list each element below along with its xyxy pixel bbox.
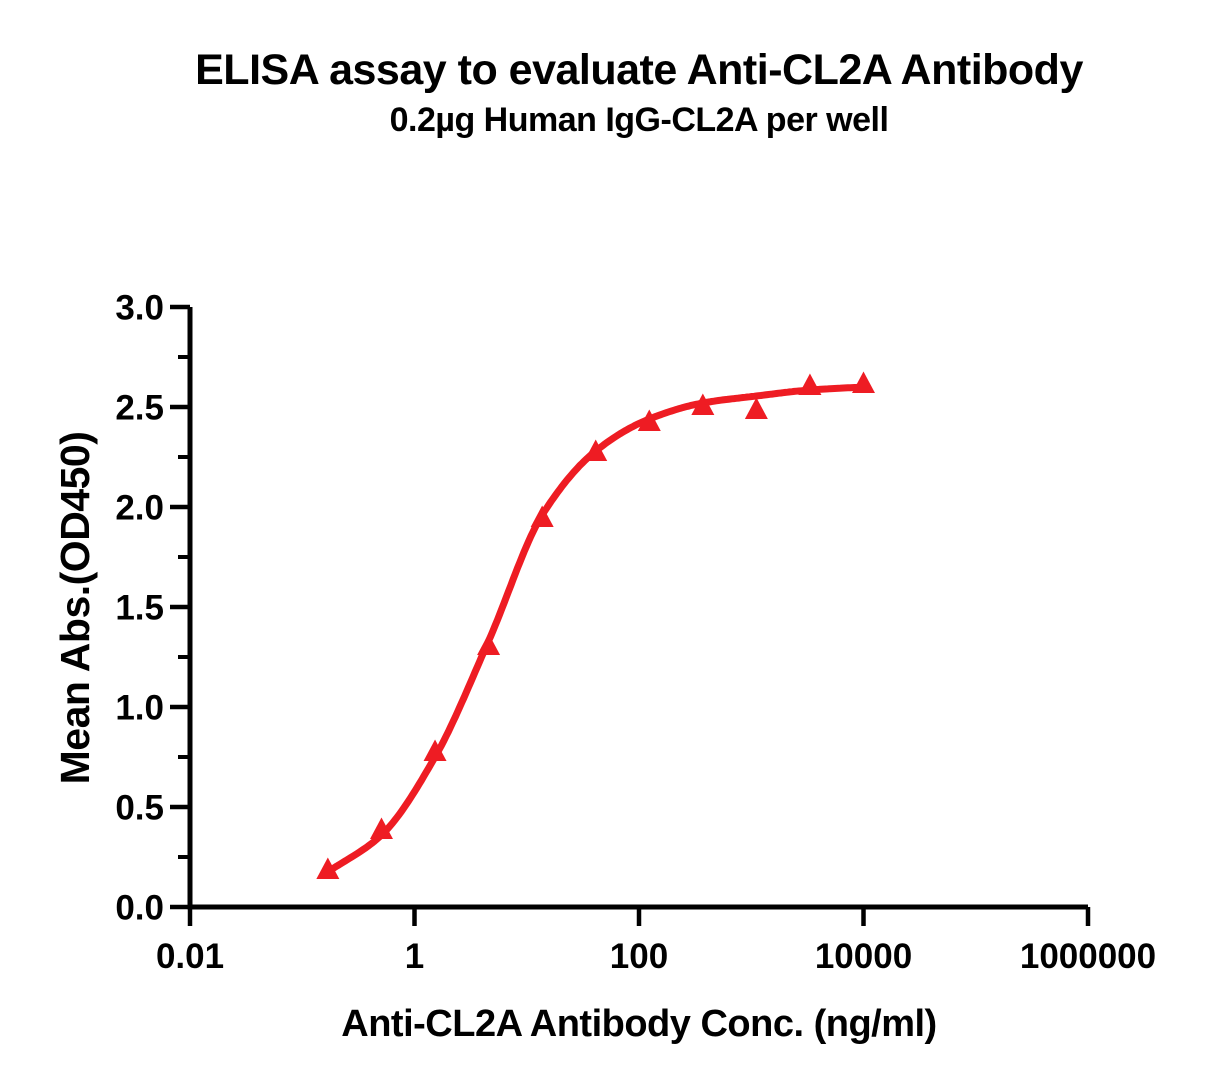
data-point-marker [691,393,715,415]
data-point-marker [798,373,822,395]
data-point-marker [852,371,875,393]
x-tick-label: 10000 [815,937,912,976]
x-axis-title: Anti-CL2A Antibody Conc. (ng/ml) [341,1003,937,1045]
data-point-marker [316,857,340,879]
x-tick-label: 0.01 [156,937,224,976]
x-tick-label: 100 [610,937,668,976]
chart-subtitle: 0.2µg Human IgG-CL2A per well [389,101,889,139]
data-point-marker [477,633,501,655]
y-tick-label: 2.0 [115,489,164,528]
y-tick-label: 1.0 [115,689,164,728]
y-tick-label: 2.5 [115,389,164,428]
data-point-marker [369,817,393,839]
y-tick-label: 1.5 [115,589,164,628]
y-tick-label: 3.0 [115,289,164,328]
chart-title: ELISA assay to evaluate Anti-CL2A Antibo… [195,46,1083,94]
y-axis-title: Mean Abs.(OD450) [52,431,98,785]
y-tick-label: 0.0 [115,889,164,928]
data-point-marker [530,505,554,527]
data-point-marker [744,397,768,419]
y-tick-label: 0.5 [115,789,164,828]
data-point-marker [423,739,447,761]
data-point-marker [637,409,661,431]
data-point-marker [584,439,608,461]
x-tick-label: 1000000 [1020,937,1156,976]
x-tick-label: 1 [405,937,424,976]
